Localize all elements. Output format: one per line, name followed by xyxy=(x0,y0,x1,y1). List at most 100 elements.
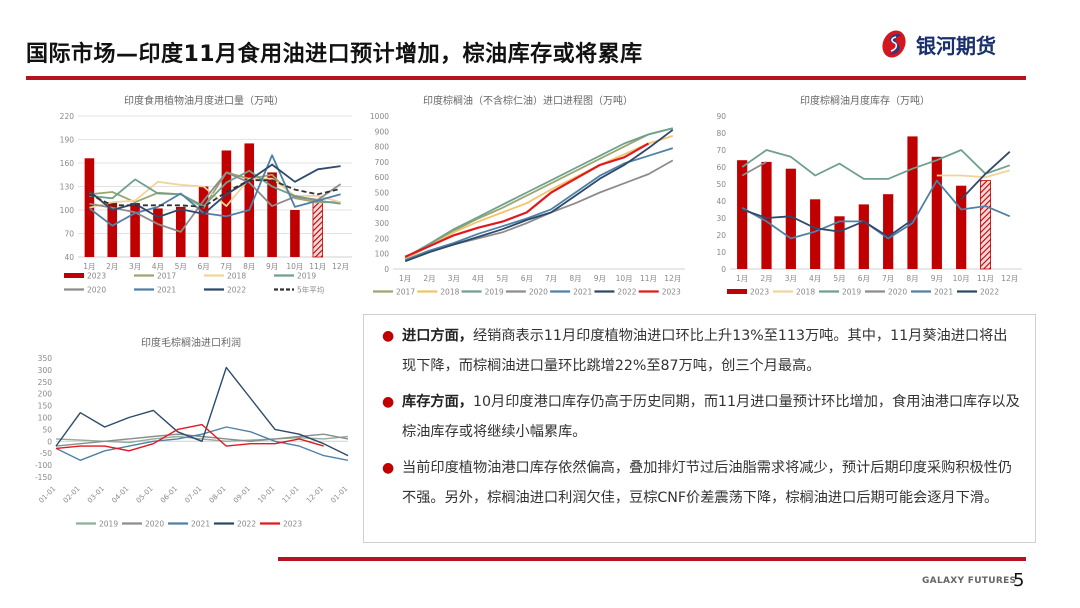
legend-item: 2021 xyxy=(134,286,176,295)
legend-item: 2020 xyxy=(505,288,548,297)
chart-title: 印度食用植物油月度进口量（万吨） xyxy=(124,94,284,107)
svg-text:01-01: 01-01 xyxy=(37,485,57,505)
svg-text:12-01: 12-01 xyxy=(305,485,325,505)
svg-text:2023: 2023 xyxy=(283,520,302,529)
svg-text:11月: 11月 xyxy=(977,274,994,283)
bullet-imports: ● 进口方面，经销商表示11月印度植物油进口环比上升13%至113万吨。其中，1… xyxy=(382,321,1021,381)
svg-text:2018: 2018 xyxy=(227,272,246,281)
svg-text:4月: 4月 xyxy=(809,274,821,283)
svg-text:20: 20 xyxy=(716,231,726,240)
svg-text:2020: 2020 xyxy=(87,286,106,295)
legend-item: 2017 xyxy=(373,288,415,297)
svg-text:400: 400 xyxy=(375,204,390,213)
svg-text:2020: 2020 xyxy=(145,520,164,529)
brand-name: 银河期货 xyxy=(916,33,996,58)
analysis-text-panel: ● 进口方面，经销商表示11月印度植物油进口环比上升13%至113万吨。其中，1… xyxy=(363,314,1036,543)
svg-text:2023: 2023 xyxy=(662,288,681,297)
svg-text:02-01: 02-01 xyxy=(62,485,82,505)
svg-text:300: 300 xyxy=(38,366,53,375)
svg-text:2021: 2021 xyxy=(191,520,210,529)
bullet-heading: 库存方面， xyxy=(402,394,473,410)
svg-text:2019: 2019 xyxy=(297,272,316,281)
svg-text:06-01: 06-01 xyxy=(159,485,179,505)
svg-text:12月: 12月 xyxy=(664,274,681,283)
svg-text:10月: 10月 xyxy=(616,274,633,283)
svg-text:150: 150 xyxy=(38,402,53,411)
svg-text:30: 30 xyxy=(716,214,726,223)
svg-text:8月: 8月 xyxy=(906,274,918,283)
svg-text:90: 90 xyxy=(716,112,726,121)
svg-text:03-01: 03-01 xyxy=(86,485,106,505)
svg-text:100: 100 xyxy=(38,414,53,423)
svg-text:2022: 2022 xyxy=(617,288,636,297)
svg-text:09-01: 09-01 xyxy=(232,485,252,505)
chart-india-palm-oil-import-progress: 印度棕榈油（不含棕仁油）进口进程图（万吨） 0 100 200 300 400 500 600… xyxy=(363,88,693,303)
svg-text:40: 40 xyxy=(64,253,74,262)
svg-text:220: 220 xyxy=(60,112,75,121)
svg-text:700: 700 xyxy=(375,158,390,167)
svg-text:12月: 12月 xyxy=(332,262,349,271)
svg-text:2022: 2022 xyxy=(980,288,999,297)
svg-text:6月: 6月 xyxy=(521,274,533,283)
legend-item: 2019 xyxy=(461,288,504,297)
svg-text:08-01: 08-01 xyxy=(208,485,228,505)
footer-divider xyxy=(278,557,1026,561)
svg-text:1月: 1月 xyxy=(736,274,748,283)
svg-text:2月: 2月 xyxy=(106,262,118,271)
svg-text:2022: 2022 xyxy=(227,286,246,295)
svg-text:10月: 10月 xyxy=(953,274,970,283)
chart-india-palm-oil-stocks: 印度棕榈油月度库存（万吨） 0 10 20 30 40 50 60 70 80 90 1月 2月 3月 4月… xyxy=(700,88,1030,303)
svg-text:60: 60 xyxy=(716,163,726,172)
bullet-text: 10月印度港口库存仍高于历史同期，而11月进口量预计环比增加，食用油港口库存以及… xyxy=(402,394,1020,440)
svg-text:-100: -100 xyxy=(35,461,52,470)
svg-text:200: 200 xyxy=(38,390,53,399)
svg-text:600: 600 xyxy=(375,173,390,182)
page-number: 5 xyxy=(1013,570,1025,591)
svg-text:9月: 9月 xyxy=(931,274,943,283)
svg-text:2023: 2023 xyxy=(750,288,769,297)
legend-item: 2018 xyxy=(773,288,815,297)
svg-text:9月: 9月 xyxy=(594,274,606,283)
svg-text:300: 300 xyxy=(375,219,390,228)
footer-brand: GALAXY FUTURES xyxy=(922,576,1017,586)
svg-text:2018: 2018 xyxy=(796,288,815,297)
chart-india-cpo-import-margin: 印度毛棕榈油进口利润 -150 -100 -50 0 50 100 150 200 250 300 3… xyxy=(26,330,356,535)
svg-text:50: 50 xyxy=(42,425,52,434)
brand-logo: 银河期货 xyxy=(878,28,996,60)
svg-text:160: 160 xyxy=(60,159,75,168)
svg-text:6月: 6月 xyxy=(197,262,209,271)
bullet-text: 经销商表示11月印度植物油进口环比上升13%至113万吨。其中，11月葵油进口将… xyxy=(402,328,1008,374)
bullet-dot-icon: ● xyxy=(382,394,395,410)
svg-text:-150: -150 xyxy=(35,473,52,482)
svg-text:07-01: 07-01 xyxy=(183,485,203,505)
svg-text:100: 100 xyxy=(375,250,390,259)
svg-text:2020: 2020 xyxy=(888,288,907,297)
legend-item: 2018 xyxy=(204,272,246,281)
svg-text:5月: 5月 xyxy=(833,274,845,283)
bullet-dot-icon: ● xyxy=(382,328,395,344)
svg-text:2017: 2017 xyxy=(157,272,176,281)
header-divider xyxy=(26,76,1026,80)
svg-text:500: 500 xyxy=(375,189,390,198)
svg-text:100: 100 xyxy=(60,206,75,215)
svg-text:2021: 2021 xyxy=(573,288,592,297)
legend-item: 2023 xyxy=(638,288,681,297)
legend-item: 2022 xyxy=(957,288,999,297)
svg-text:0: 0 xyxy=(47,437,52,446)
svg-text:05-01: 05-01 xyxy=(135,485,155,505)
svg-text:900: 900 xyxy=(375,127,390,136)
svg-text:2023: 2023 xyxy=(87,272,106,281)
svg-text:11月: 11月 xyxy=(640,274,657,283)
svg-text:5年平均: 5年平均 xyxy=(297,285,324,295)
svg-text:2021: 2021 xyxy=(934,288,953,297)
svg-text:70: 70 xyxy=(716,146,726,155)
bullet-dot-icon: ● xyxy=(382,460,395,476)
galaxy-logo-icon xyxy=(882,30,906,58)
svg-text:0: 0 xyxy=(721,265,726,274)
svg-text:7月: 7月 xyxy=(545,274,557,283)
svg-text:11月: 11月 xyxy=(309,262,326,271)
svg-text:4月: 4月 xyxy=(152,262,164,271)
chart-title: 印度毛棕榈油进口利润 xyxy=(141,336,241,349)
svg-text:5月: 5月 xyxy=(175,262,187,271)
svg-text:2019: 2019 xyxy=(842,288,861,297)
